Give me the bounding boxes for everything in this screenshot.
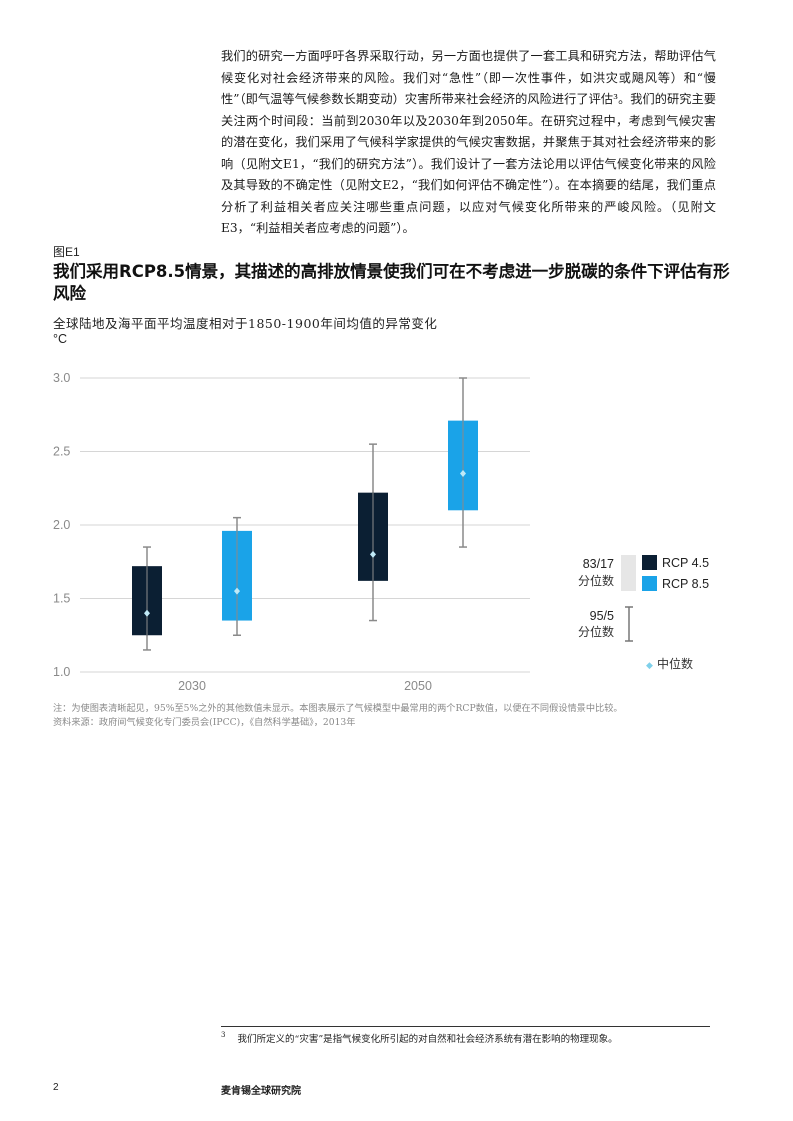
publisher-name: 麦肯锡全球研究院 xyxy=(221,1086,301,1097)
figure-note: 注：为使图表清晰起见，95%至5%之外的其他数值未显示。本图表展示了气候模型中最… xyxy=(53,703,623,714)
footnote-divider xyxy=(221,1026,710,1027)
chart-gridlines: 1.0 1.5 2.0 2.5 3.0 2030 2050 xyxy=(53,371,530,693)
legend-median-marker: ◆ xyxy=(646,661,653,671)
figure-label: 图E1 xyxy=(53,245,80,259)
box-rcp85-2050 xyxy=(448,377,478,548)
legend-whisker-label-1: 95/5 xyxy=(590,609,614,623)
footnote-text: 我们所定义的“灾害”是指气候变化所引起的对自然和社会经济系统有潜在影响的物理现象… xyxy=(237,1034,618,1045)
figure-title: 我们采用RCP8.5情景，其描述的高排放情景使我们可在不考虑进一步脱碳的条件下评… xyxy=(53,262,730,303)
intro-paragraph: 我们的研究一方面呼吁各界采取行动，另一方面也提供了一套工具和研究方法，帮助评估气… xyxy=(221,49,716,235)
median-marker xyxy=(144,609,150,617)
y-tick-label: 1.5 xyxy=(53,592,70,606)
x-category-label: 2050 xyxy=(404,679,432,693)
box-chart: 1.0 1.5 2.0 2.5 3.0 2030 2050 83/17 分位数 RCP 4.… xyxy=(53,371,709,693)
y-tick-label: 1.0 xyxy=(53,665,70,679)
legend-swatch-rcp45 xyxy=(642,555,657,570)
chart-legend: 83/17 分位数 RCP 4.5 RCP 8.5 95/5 分位数 ◆ 中位数 xyxy=(578,555,709,671)
median-marker xyxy=(460,470,466,478)
figure-source: 资料来源：政府间气候变化专门委员会(IPCC)，《自然科学基础》，2013年 xyxy=(53,717,356,728)
median-marker xyxy=(234,587,240,595)
y-tick-label: 2.0 xyxy=(53,518,70,532)
page-number: 2 xyxy=(53,1082,59,1093)
legend-box-label-2: 分位数 xyxy=(578,573,614,588)
median-marker xyxy=(370,550,376,558)
legend-whisker-label-2: 分位数 xyxy=(578,624,614,639)
legend-box-swatch xyxy=(621,555,636,591)
footnote: 3 我们所定义的“灾害”是指气候变化所引起的对自然和社会经济系统有潜在影响的物理现… xyxy=(221,1031,716,1045)
y-tick-label: 2.5 xyxy=(53,445,70,459)
figure-notes: 注：为使图表清晰起见，95%至5%之外的其他数值未显示。本图表展示了气候模型中最… xyxy=(53,702,753,730)
footnote-marker: 3 xyxy=(221,1031,226,1039)
box-rcp45-2050 xyxy=(358,443,388,622)
box-rcp85-2030 xyxy=(222,516,252,636)
legend-box-label-1: 83/17 xyxy=(583,557,614,571)
box-rcp45-2030 xyxy=(132,546,162,651)
legend-swatch-rcp85 xyxy=(642,576,657,591)
legend-label-rcp85: RCP 8.5 xyxy=(662,577,709,591)
legend-median-label: 中位数 xyxy=(657,656,693,671)
figure-subtitle: 全球陆地及海平面平均温度相对于1850-1900年间均值的异常变化 xyxy=(53,316,438,331)
legend-label-rcp45: RCP 4.5 xyxy=(662,556,709,570)
y-tick-label: 3.0 xyxy=(53,371,70,385)
chart-boxes xyxy=(132,377,478,651)
x-category-label: 2030 xyxy=(178,679,206,693)
figure-unit: °C xyxy=(53,332,68,346)
